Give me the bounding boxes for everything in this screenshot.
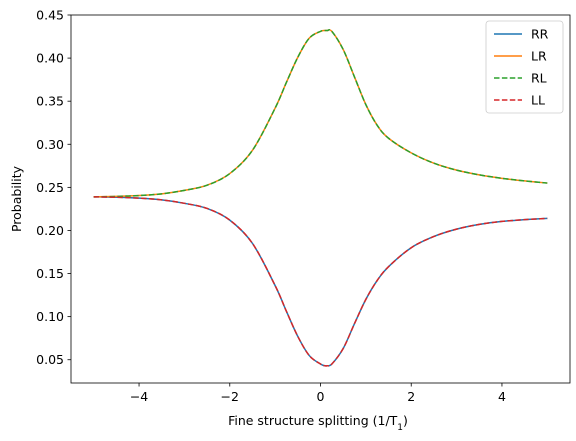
legend-label-lr: LR <box>531 49 547 64</box>
x-axis-title-main: Fine structure splitting (1/T <box>228 413 398 428</box>
legend-label-rr: RR <box>531 27 549 42</box>
y-tick-label: 0.05 <box>36 352 64 367</box>
x-axis: −4 −2 0 2 4 <box>130 383 506 404</box>
y-axis: 0.05 0.10 0.15 0.20 0.25 0.30 0.35 0.40 0.45 <box>36 8 71 367</box>
legend: RR LR RL LL <box>485 20 564 114</box>
y-tick-label: 0.20 <box>36 223 64 238</box>
y-tick-label: 0.25 <box>36 180 64 195</box>
y-tick-label: 0.40 <box>36 51 64 66</box>
y-tick-label: 0.35 <box>36 94 64 109</box>
series-layer <box>93 29 548 367</box>
x-tick-label: −4 <box>130 389 148 404</box>
y-tick-label: 0.30 <box>36 137 64 152</box>
series-line-rl <box>93 29 548 198</box>
x-axis-title-subscript: 1 <box>397 423 403 433</box>
series-line-rr <box>93 196 548 367</box>
x-tick-label: 0 <box>317 389 325 404</box>
series-line-ll <box>93 196 548 367</box>
legend-box <box>485 20 564 114</box>
x-tick-label: 4 <box>498 389 506 404</box>
legend-label-rl: RL <box>531 71 547 86</box>
x-axis-title-suffix: ) <box>403 413 408 428</box>
legend-label-ll: LL <box>531 93 545 108</box>
y-axis-title: Probability <box>9 165 24 232</box>
x-tick-label: 2 <box>407 389 415 404</box>
x-tick-label: −2 <box>221 389 239 404</box>
y-tick-label: 0.45 <box>36 8 64 23</box>
x-axis-title: Fine structure splitting (1/T1) <box>228 413 408 433</box>
y-tick-label: 0.15 <box>36 266 64 281</box>
series-line-lr <box>93 29 548 198</box>
y-tick-label: 0.10 <box>36 309 64 324</box>
